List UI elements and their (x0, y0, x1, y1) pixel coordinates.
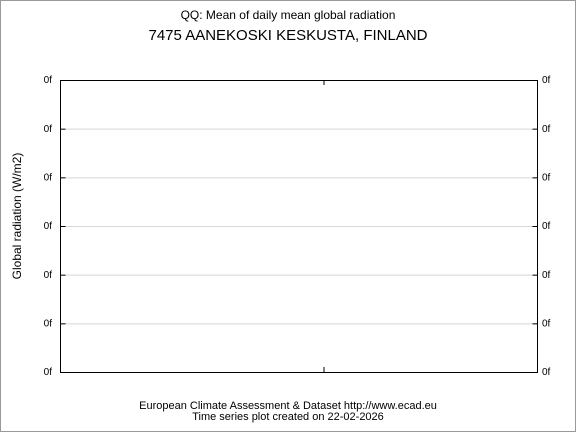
chart-title: QQ: Mean of daily mean global radiation (181, 8, 396, 22)
y-tick-label: 0f (44, 75, 53, 86)
y2-tick-label: 0f (542, 75, 551, 86)
y-tick-label: 0f (44, 124, 53, 135)
y2-tick-label: 0f (542, 124, 551, 135)
y2-tick-label: 0f (542, 221, 551, 232)
y2-tick-label: 0f (542, 172, 551, 183)
y-tick-label: 0f (44, 172, 53, 183)
y-tick-label: 0f (44, 367, 53, 378)
y2-tick-label: 0f (542, 270, 551, 281)
y-tick-label: 0f (44, 318, 53, 329)
y-tick-label: 0f (44, 270, 53, 281)
chart-subtitle: 7475 AANEKOSKI KESKUSTA, FINLAND (149, 27, 428, 44)
y-tick-label: 0f (44, 221, 53, 232)
footer-line: European Climate Assessment & Dataset ht… (139, 400, 437, 412)
y2-tick-label: 0f (542, 318, 551, 329)
y-axis-label: Global radiation (W/m2) (10, 153, 24, 280)
plot-frame (60, 80, 538, 373)
y2-tick-label: 0f (542, 367, 551, 378)
footer-line: Time series plot created on 22-02-2026 (192, 411, 384, 423)
plot-area: 0f 0f 0f 0f 0f 0f 0f 0f 0f 0f 0f 0f 0f 0f (44, 75, 551, 378)
